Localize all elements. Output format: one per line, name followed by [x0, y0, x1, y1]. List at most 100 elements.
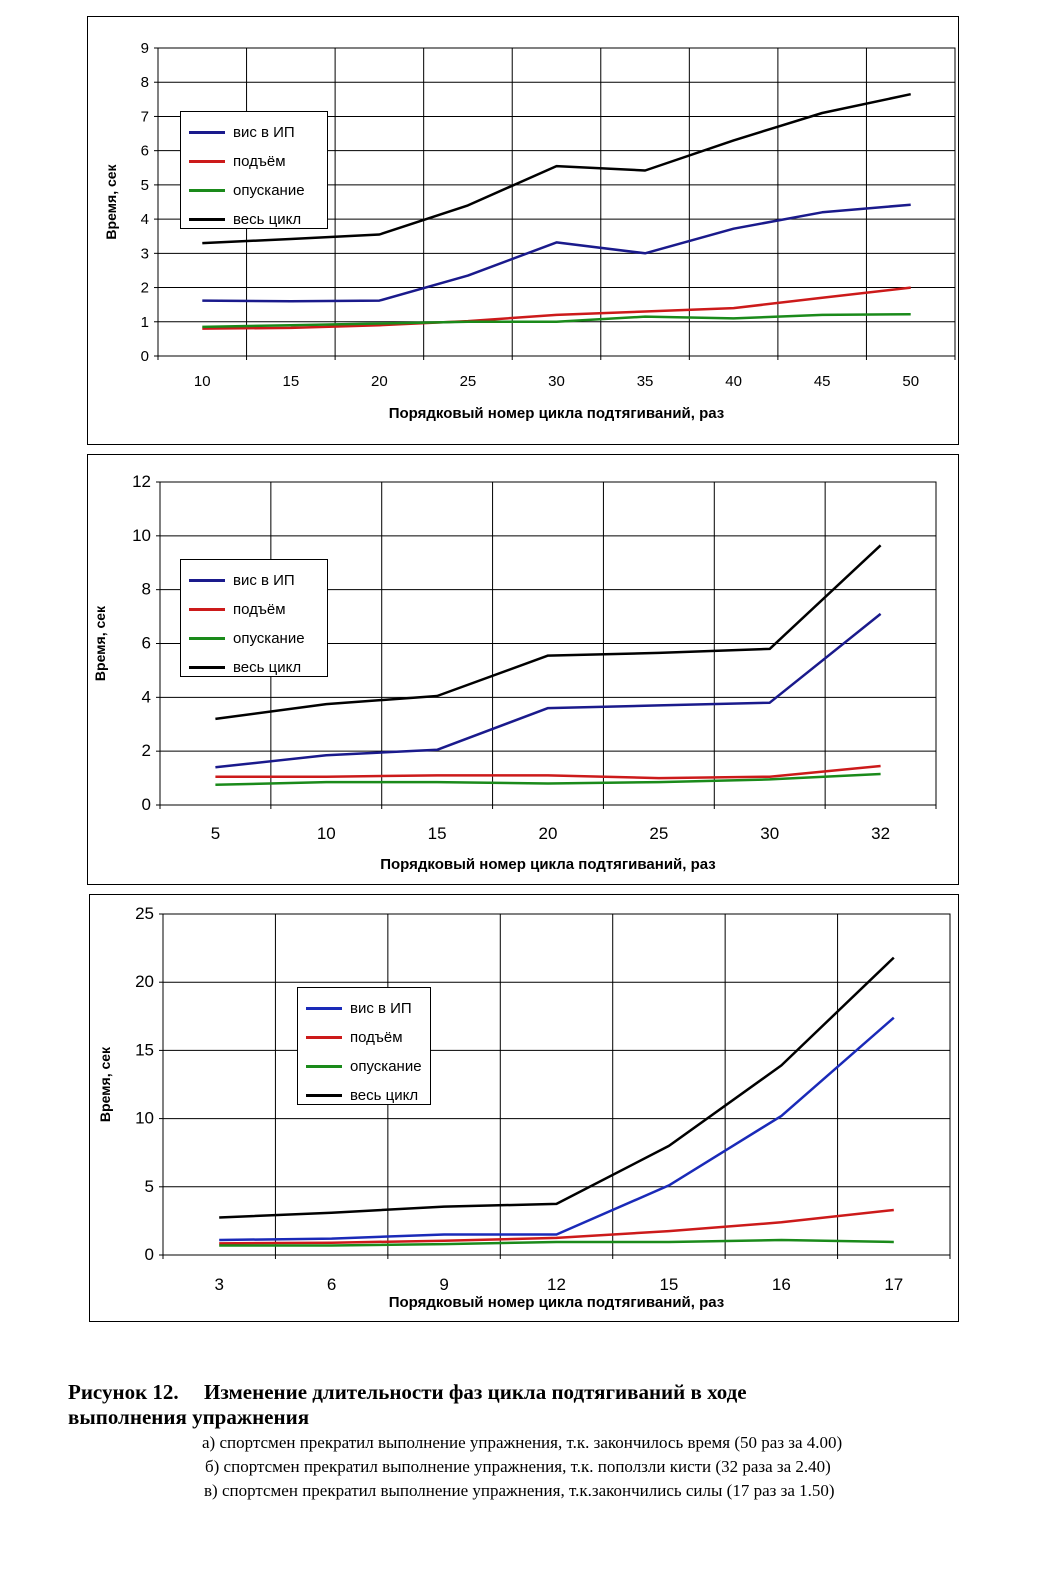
y-tick-label: 0 — [142, 795, 151, 814]
series-line-3 — [219, 1238, 894, 1247]
legend-item: весь цикл — [306, 1081, 422, 1110]
legend-item: весь цикл — [189, 653, 319, 682]
caption-note-c: в) спортсмен прекратил выполнение упражн… — [204, 1481, 835, 1500]
x-tick-label: 12 — [547, 1275, 566, 1294]
legend-label: весь цикл — [233, 659, 302, 676]
chart-3: 0 5 10 15 20 25 3 6 9 12 15 16 17 Порядковый номер ци… — [89, 894, 959, 1322]
series-line-4 — [219, 956, 895, 1219]
x-tick-label: 9 — [439, 1275, 448, 1294]
series-line-1 — [219, 1016, 895, 1242]
legend-swatch — [189, 637, 225, 640]
x-tick-label: 10 — [317, 824, 336, 843]
legend-label: весь цикл — [233, 211, 302, 228]
legend-item: вис в ИП — [189, 118, 319, 147]
chart-1: 0 1 2 3 4 5 6 7 8 9 10 15 20 25 30 35 40 45 50 Порядковый н… — [87, 16, 959, 445]
y-tick-label: 4 — [141, 211, 149, 228]
x-tick-label: 25 — [460, 373, 477, 390]
x-tick-label: 5 — [211, 824, 220, 843]
y-axis-label: Время, сек — [103, 163, 119, 239]
y-tick-label: 6 — [142, 634, 151, 653]
legend-swatch — [189, 579, 225, 582]
x-tick-label: 32 — [871, 824, 890, 843]
legend-swatch — [306, 1036, 342, 1039]
y-axis-label: Время, сек — [97, 1046, 113, 1122]
y-tick-label: 7 — [141, 108, 149, 125]
series-line-4 — [215, 544, 882, 721]
y-tick-label: 5 — [145, 1177, 154, 1196]
y-tick-label: 6 — [141, 143, 149, 160]
legend-swatch — [189, 666, 225, 669]
legend-label: подъём — [233, 153, 286, 170]
y-tick-label: 12 — [132, 472, 151, 491]
x-axis-label: Порядковый номер цикла подтягиваний, раз — [389, 1294, 725, 1311]
chart-1-legend: вис в ИП подъём опускание весь цикл — [180, 111, 328, 229]
legend-label: подъём — [233, 601, 286, 618]
series-line-3 — [202, 312, 911, 329]
x-tick-label: 20 — [539, 824, 558, 843]
x-tick-label: 20 — [371, 373, 388, 390]
x-tick-label: 45 — [814, 373, 831, 390]
series-line-2 — [219, 1208, 894, 1245]
chart-3-svg: 0 5 10 15 20 25 3 6 9 12 15 16 17 Порядковый номер ци… — [97, 904, 951, 1311]
y-tick-label: 10 — [135, 1109, 154, 1128]
legend-swatch — [306, 1065, 342, 1068]
legend-item: весь цикл — [189, 205, 319, 234]
x-tick-label: 15 — [428, 824, 447, 843]
plot-area — [159, 913, 951, 1259]
legend-item: вис в ИП — [306, 994, 422, 1023]
y-tick-label: 2 — [142, 741, 151, 760]
x-axis-label: Порядковый номер цикла подтягиваний, раз — [380, 856, 716, 873]
legend-swatch — [189, 160, 225, 163]
caption-note-b: б) спортсмен прекратил выполнение упражн… — [205, 1457, 831, 1476]
caption-title-line2: выполнения упражнения — [68, 1405, 310, 1429]
y-tick-label: 1 — [141, 314, 149, 331]
series-line-1 — [215, 612, 882, 769]
x-tick-label: 40 — [725, 373, 742, 390]
caption-title: Рисунок 12. Изменение длительности фаз ци… — [68, 1380, 1028, 1405]
x-tick-label: 25 — [649, 824, 668, 843]
y-tick-label: 25 — [135, 904, 154, 923]
legend-item: вис в ИП — [189, 566, 319, 595]
legend-swatch — [189, 189, 225, 192]
legend-swatch — [189, 131, 225, 134]
y-tick-label: 3 — [141, 245, 149, 262]
legend-label: опускание — [233, 182, 305, 199]
legend-item: опускание — [189, 624, 319, 653]
y-tick-label: 2 — [141, 280, 149, 297]
x-tick-label: 3 — [214, 1275, 223, 1294]
x-axis-label: Порядковый номер цикла подтягиваний, раз — [389, 405, 725, 422]
y-tick-label: 8 — [141, 74, 149, 91]
y-tick-label: 0 — [141, 348, 149, 365]
legend-label: вис в ИП — [233, 572, 295, 589]
y-tick-label: 15 — [135, 1040, 154, 1059]
series-line-3 — [215, 772, 881, 787]
legend-swatch — [306, 1007, 342, 1010]
x-tick-label: 6 — [327, 1275, 336, 1294]
chart-3-legend: вис в ИП подъём опускание весь цикл — [297, 987, 431, 1105]
x-tick-label: 15 — [659, 1275, 678, 1294]
x-tick-label: 10 — [194, 373, 211, 390]
x-tick-label: 30 — [760, 824, 779, 843]
legend-swatch — [189, 608, 225, 611]
series-line-2 — [215, 764, 881, 780]
x-tick-label: 15 — [282, 373, 299, 390]
y-axis-label: Время, сек — [92, 605, 108, 681]
y-tick-label: 5 — [141, 177, 149, 194]
series-line-2 — [202, 286, 911, 330]
legend-label: весь цикл — [350, 1087, 419, 1104]
series-line-1 — [202, 203, 911, 303]
legend-label: вис в ИП — [233, 124, 295, 141]
series-line-4 — [202, 92, 911, 245]
caption-note-a: а) спортсмен прекратил выполнение упражн… — [202, 1433, 843, 1452]
y-tick-label: 4 — [142, 687, 151, 706]
legend-label: подъём — [350, 1029, 403, 1046]
y-tick-label: 10 — [132, 526, 151, 545]
legend-item: опускание — [306, 1052, 422, 1081]
legend-swatch — [189, 218, 225, 221]
y-tick-label: 0 — [145, 1245, 154, 1264]
x-tick-label: 35 — [637, 373, 654, 390]
x-tick-label: 30 — [548, 373, 565, 390]
legend-label: опускание — [233, 630, 305, 647]
legend-label: вис в ИП — [350, 1000, 412, 1017]
legend-item: подъём — [189, 147, 319, 176]
